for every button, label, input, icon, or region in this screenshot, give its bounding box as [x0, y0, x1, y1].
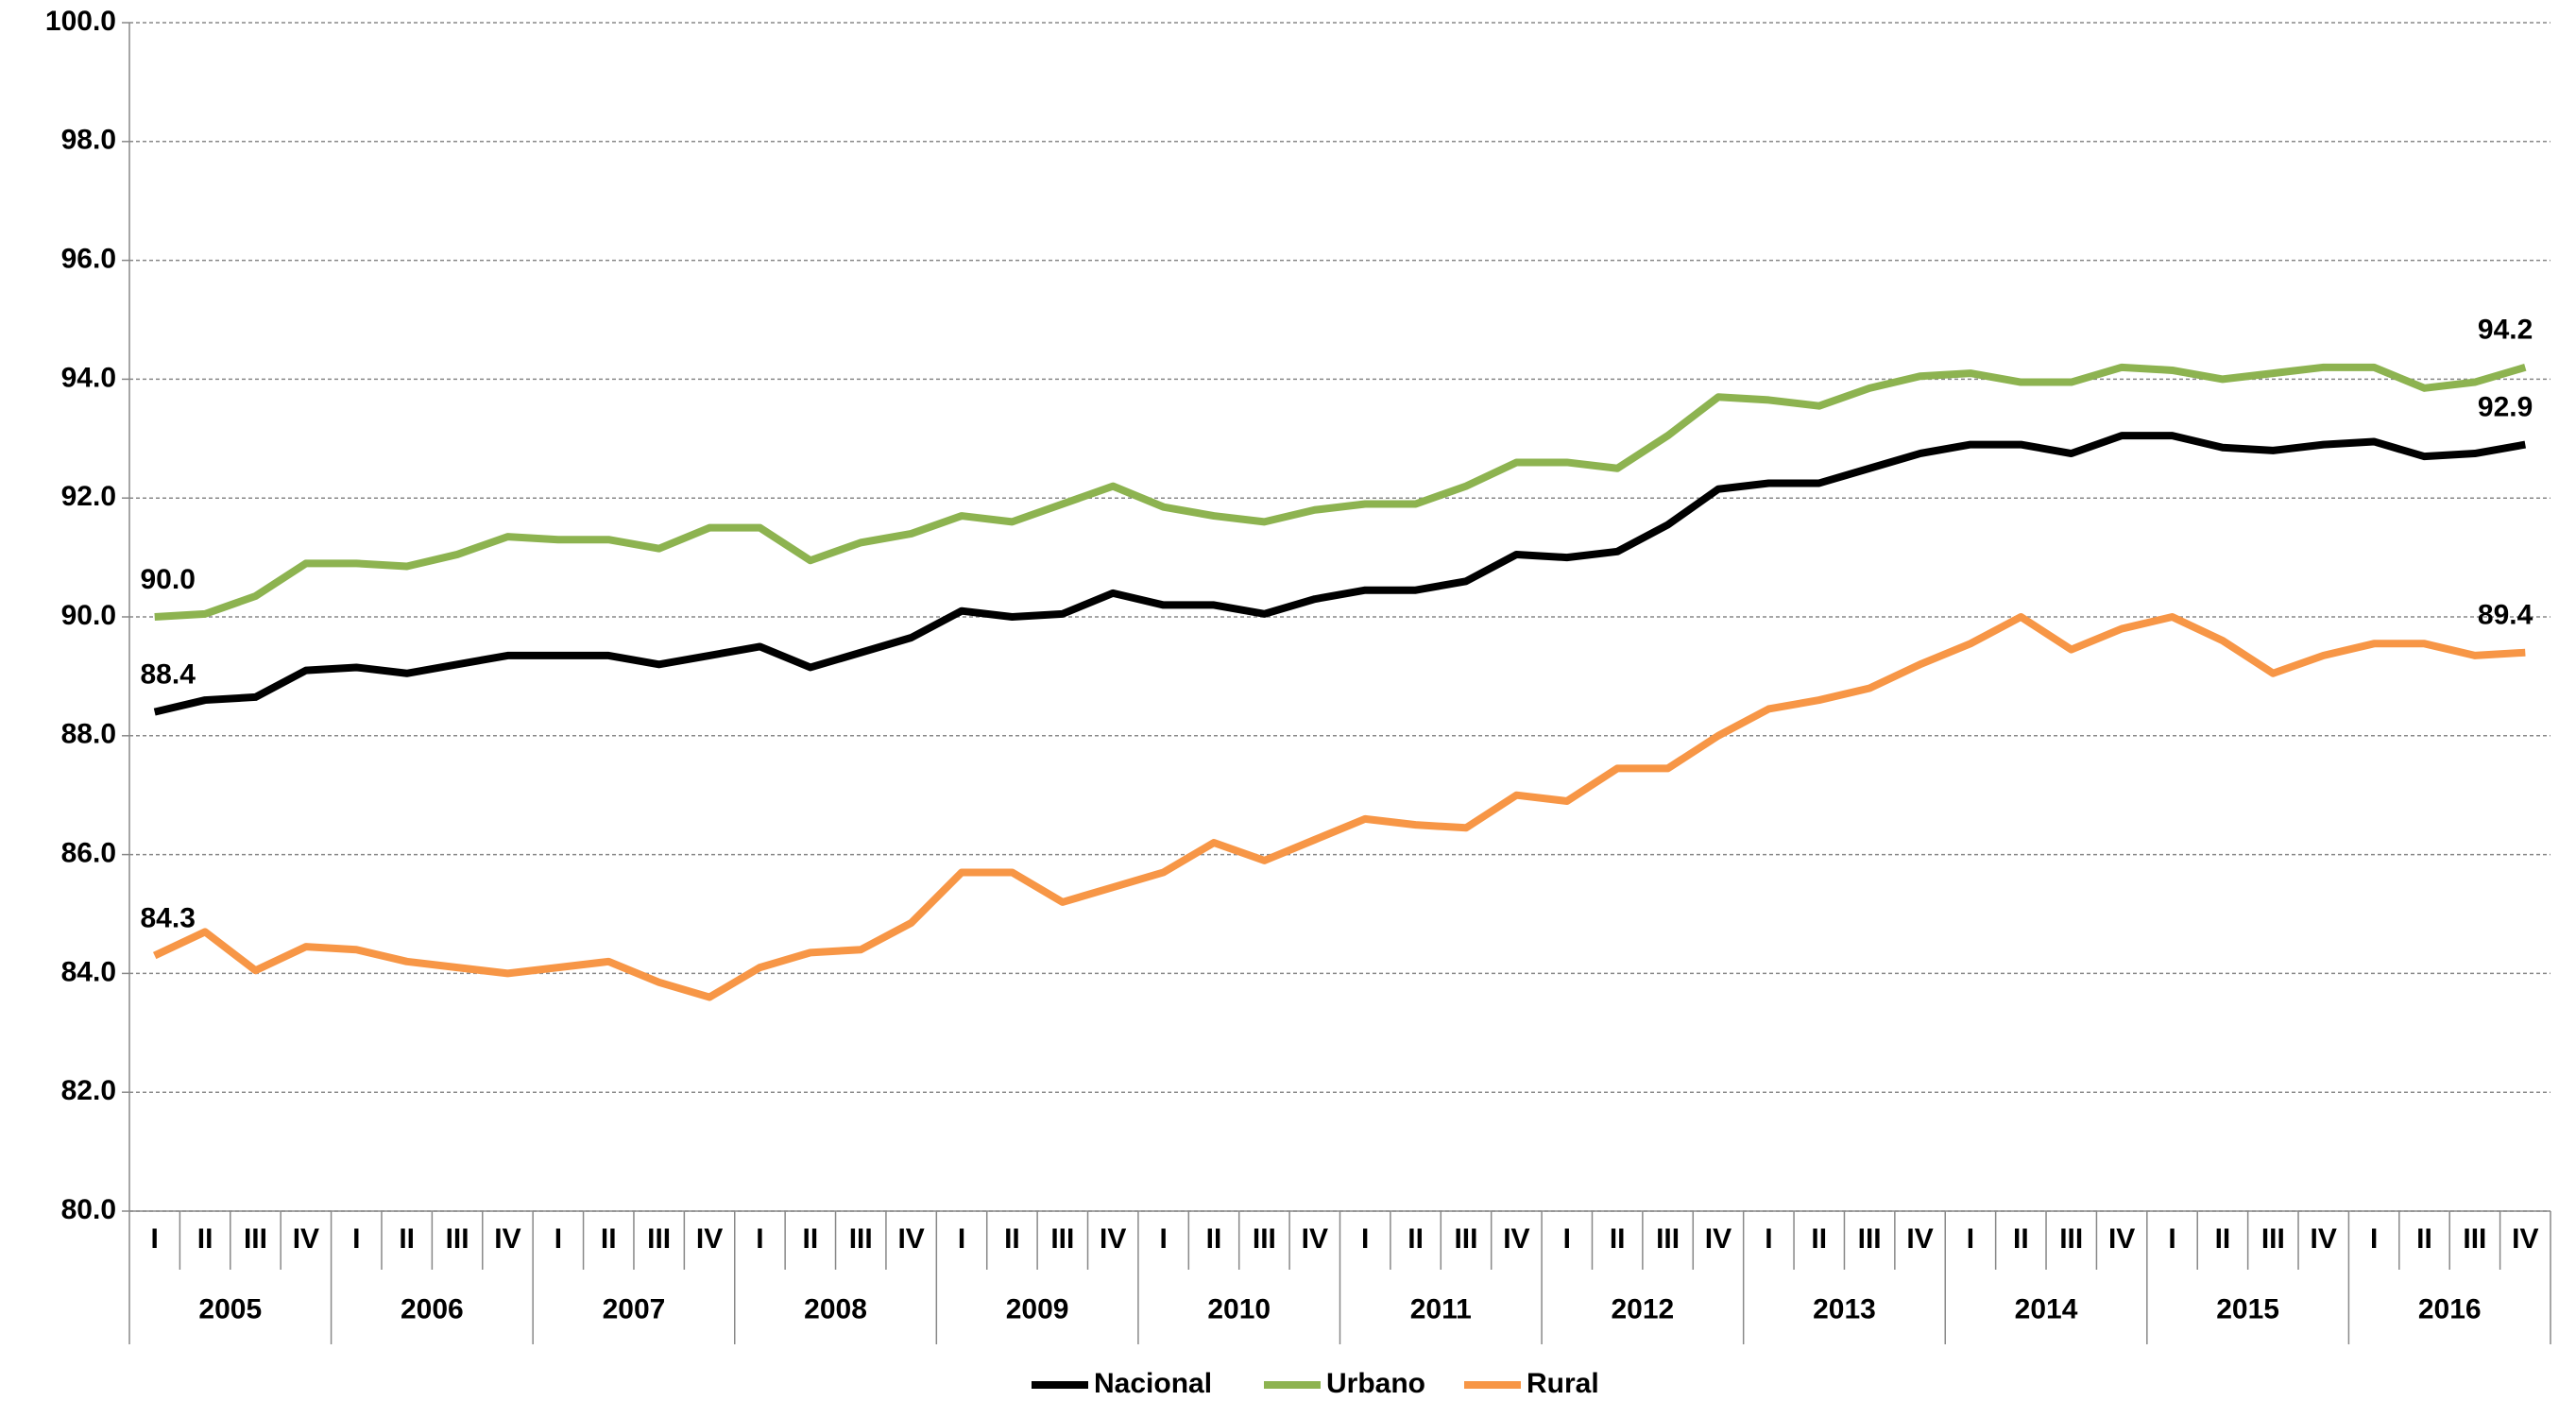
y-tick-label: 100.0: [45, 6, 116, 37]
x-tick-label: IV: [1302, 1223, 1328, 1255]
x-tick-label: II: [1206, 1223, 1222, 1255]
x-tick-label: I: [958, 1223, 965, 1255]
data-label: 84.3: [141, 902, 196, 933]
y-tick-label: 94.0: [61, 362, 116, 393]
x-tick-label: I: [151, 1223, 159, 1255]
x-tick-label: IV: [293, 1223, 319, 1255]
legend-label: Rural: [1527, 1368, 1599, 1399]
x-group-label: 2016: [2418, 1293, 2482, 1324]
y-tick-label: 80.0: [61, 1194, 116, 1225]
x-tick-label: II: [1610, 1223, 1626, 1255]
legend-label: Urbano: [1326, 1368, 1425, 1399]
x-tick-label: III: [2261, 1223, 2285, 1255]
x-tick-label: IV: [1503, 1223, 1529, 1255]
x-tick-label: II: [601, 1223, 617, 1255]
x-group-label: 2014: [2015, 1293, 2078, 1324]
x-tick-label: I: [1361, 1223, 1369, 1255]
y-tick-label: 84.0: [61, 956, 116, 987]
x-tick-label: I: [352, 1223, 360, 1255]
x-tick-label: I: [1765, 1223, 1772, 1255]
y-tick-label: 96.0: [61, 244, 116, 275]
x-tick-label: IV: [897, 1223, 924, 1255]
x-group-label: 2015: [2216, 1293, 2279, 1324]
x-tick-label: IV: [2512, 1223, 2538, 1255]
x-tick-label: II: [803, 1223, 819, 1255]
x-tick-label: I: [756, 1223, 763, 1255]
x-tick-label: I: [2168, 1223, 2175, 1255]
x-tick-label: II: [1004, 1223, 1020, 1255]
legend-label: Nacional: [1094, 1368, 1212, 1399]
y-tick-label: 88.0: [61, 719, 116, 750]
x-group-label: 2005: [198, 1293, 262, 1324]
x-tick-label: III: [1253, 1223, 1276, 1255]
x-tick-label: I: [2370, 1223, 2378, 1255]
x-tick-label: IV: [2311, 1223, 2337, 1255]
x-tick-label: III: [2463, 1223, 2486, 1255]
x-tick-label: IV: [1100, 1223, 1126, 1255]
x-tick-label: III: [1858, 1223, 1882, 1255]
y-tick-label: 82.0: [61, 1075, 116, 1106]
x-tick-label: II: [399, 1223, 415, 1255]
x-tick-label: IV: [696, 1223, 723, 1255]
x-tick-label: II: [2013, 1223, 2029, 1255]
data-label: 88.4: [141, 659, 196, 691]
x-tick-label: III: [1656, 1223, 1680, 1255]
x-tick-label: III: [1454, 1223, 1477, 1255]
x-tick-label: II: [2416, 1223, 2432, 1255]
x-tick-label: I: [554, 1223, 562, 1255]
y-tick-label: 98.0: [61, 125, 116, 156]
x-tick-label: IV: [494, 1223, 520, 1255]
x-tick-label: III: [849, 1223, 873, 1255]
x-group-label: 2012: [1612, 1293, 1675, 1324]
x-group-label: 2010: [1207, 1293, 1271, 1324]
x-tick-label: II: [1407, 1223, 1424, 1255]
x-tick-label: II: [197, 1223, 213, 1255]
y-tick-label: 90.0: [61, 600, 116, 631]
data-label: 92.9: [2478, 392, 2533, 423]
series-line: [154, 363, 2527, 621]
x-tick-label: IV: [1906, 1223, 1933, 1255]
x-tick-label: III: [1050, 1223, 1074, 1255]
x-group-label: 2013: [1813, 1293, 1876, 1324]
y-tick-label: 86.0: [61, 838, 116, 869]
x-group-label: 2011: [1410, 1293, 1472, 1324]
x-tick-label: III: [446, 1223, 469, 1255]
x-tick-label: III: [2059, 1223, 2083, 1255]
x-tick-label: I: [1967, 1223, 1974, 1255]
data-label: 89.4: [2478, 600, 2533, 631]
series-line: [152, 613, 2526, 1001]
x-tick-label: I: [1159, 1223, 1167, 1255]
series-line: [153, 432, 2526, 716]
x-tick-label: IV: [1705, 1223, 1732, 1255]
x-group-label: 2009: [1006, 1293, 1069, 1324]
data-label: 90.0: [141, 564, 196, 595]
x-tick-label: II: [2215, 1223, 2231, 1255]
x-tick-label: I: [1563, 1223, 1571, 1255]
x-group-label: 2008: [804, 1293, 867, 1324]
data-label: 94.2: [2478, 315, 2533, 346]
x-tick-label: III: [244, 1223, 267, 1255]
x-group-label: 2007: [603, 1293, 666, 1324]
x-tick-label: II: [1811, 1223, 1827, 1255]
x-tick-label: III: [647, 1223, 671, 1255]
x-group-label: 2006: [401, 1293, 464, 1324]
y-tick-label: 92.0: [61, 481, 116, 512]
x-tick-label: IV: [2108, 1223, 2135, 1255]
